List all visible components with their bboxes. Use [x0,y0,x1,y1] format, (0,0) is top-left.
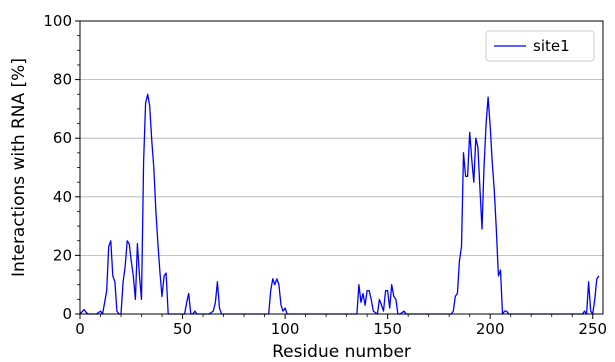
legend-label: site1 [533,37,570,55]
y-tick-label: 80 [53,71,72,89]
x-tick-label: 50 [173,320,192,338]
y-tick-label: 40 [53,188,72,206]
legend-box [485,30,595,62]
series-line-site1 [79,93,600,315]
x-tick-label: 250 [578,320,607,338]
gridlines [80,20,603,315]
data-line-group [79,93,600,315]
y-tick-label: 20 [53,246,72,264]
y-tick-label: 60 [53,129,72,147]
y-tick-label: 0 [62,305,72,323]
x-tick-label: 0 [75,320,85,338]
y-axis: 0 20 40 60 80 100 [43,12,80,323]
y-axis-title: Interactions with RNA [%] [9,58,29,277]
plot-frame [79,20,604,315]
x-axis-title: Residue number [272,342,411,362]
x-tick-label: 200 [476,320,505,338]
x-axis: 0 50 100 150 200 250 [75,314,607,338]
y-tick-label: 100 [43,12,72,30]
x-tick-label: 150 [373,320,402,338]
x-tick-label: 100 [271,320,300,338]
legend: site1 [485,30,595,62]
